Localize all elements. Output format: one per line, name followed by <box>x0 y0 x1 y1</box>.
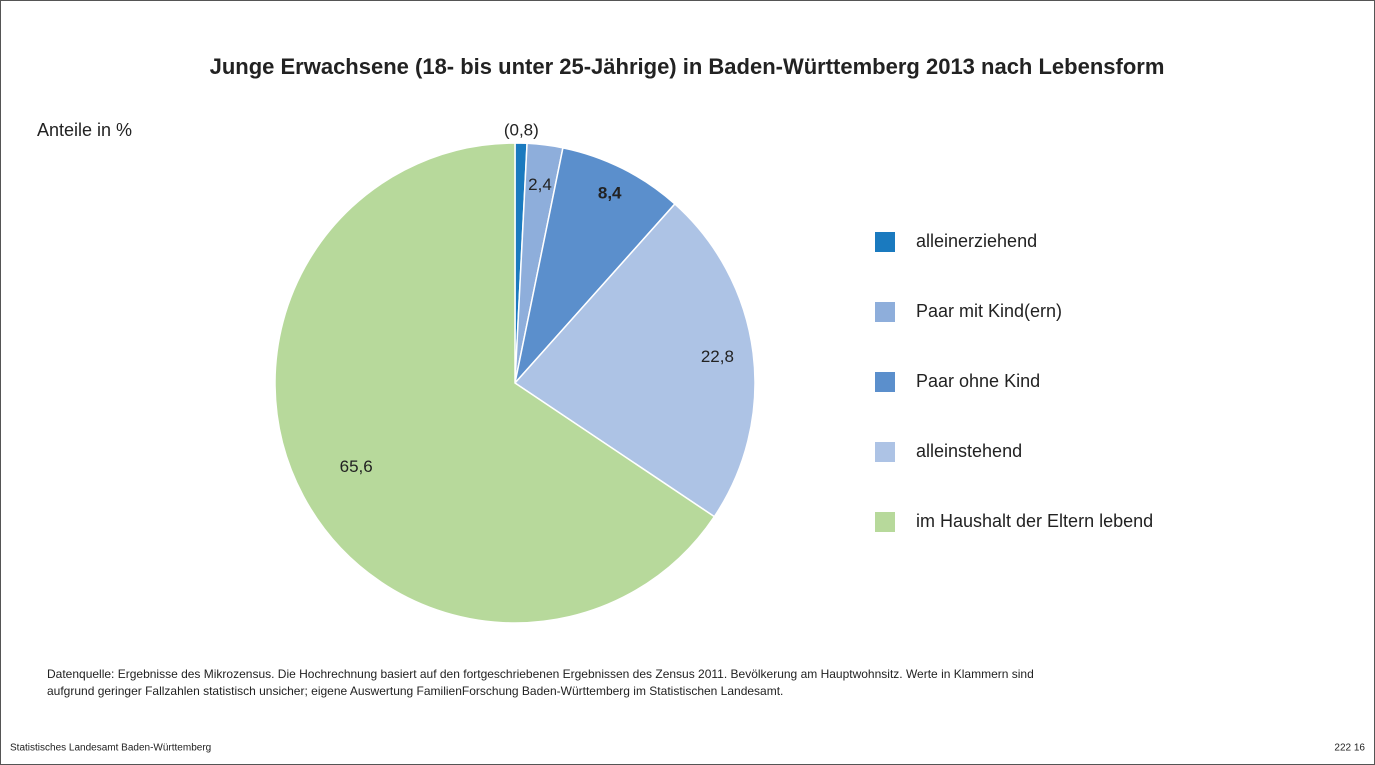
legend-label: Paar ohne Kind <box>916 371 1040 391</box>
legend-label: alleinstehend <box>916 441 1022 461</box>
code: 222 16 <box>1334 743 1365 754</box>
chart-title: Junge Erwachsene (18- bis unter 25-Jähri… <box>210 54 1165 79</box>
legend-swatch <box>875 372 895 392</box>
data-label: 65,6 <box>340 457 373 476</box>
data-label: (0,8) <box>504 121 539 140</box>
footnote: aufgrund geringer Fallzahlen statistisch… <box>47 684 783 698</box>
data-label: 8,4 <box>598 184 622 203</box>
data-label: 22,8 <box>701 347 734 366</box>
legend-label: alleinerziehend <box>916 231 1037 251</box>
pie-slice <box>513 202 756 518</box>
subtitle: Anteile in % <box>37 120 132 140</box>
legend-swatch <box>875 302 895 322</box>
legend-label: im Haushalt der Eltern lebend <box>916 511 1153 531</box>
pie-slice <box>274 142 716 624</box>
data-label: 2,4 <box>528 175 552 194</box>
footnote: Datenquelle: Ergebnisse des Mikrozensus.… <box>47 667 1034 681</box>
legend-swatch <box>875 512 895 532</box>
legend-swatch <box>875 232 895 252</box>
source: Statistisches Landesamt Baden-Württember… <box>10 743 211 754</box>
pie-slice <box>513 146 676 386</box>
legend-swatch <box>875 442 895 462</box>
legend-label: Paar mit Kind(ern) <box>916 301 1062 321</box>
